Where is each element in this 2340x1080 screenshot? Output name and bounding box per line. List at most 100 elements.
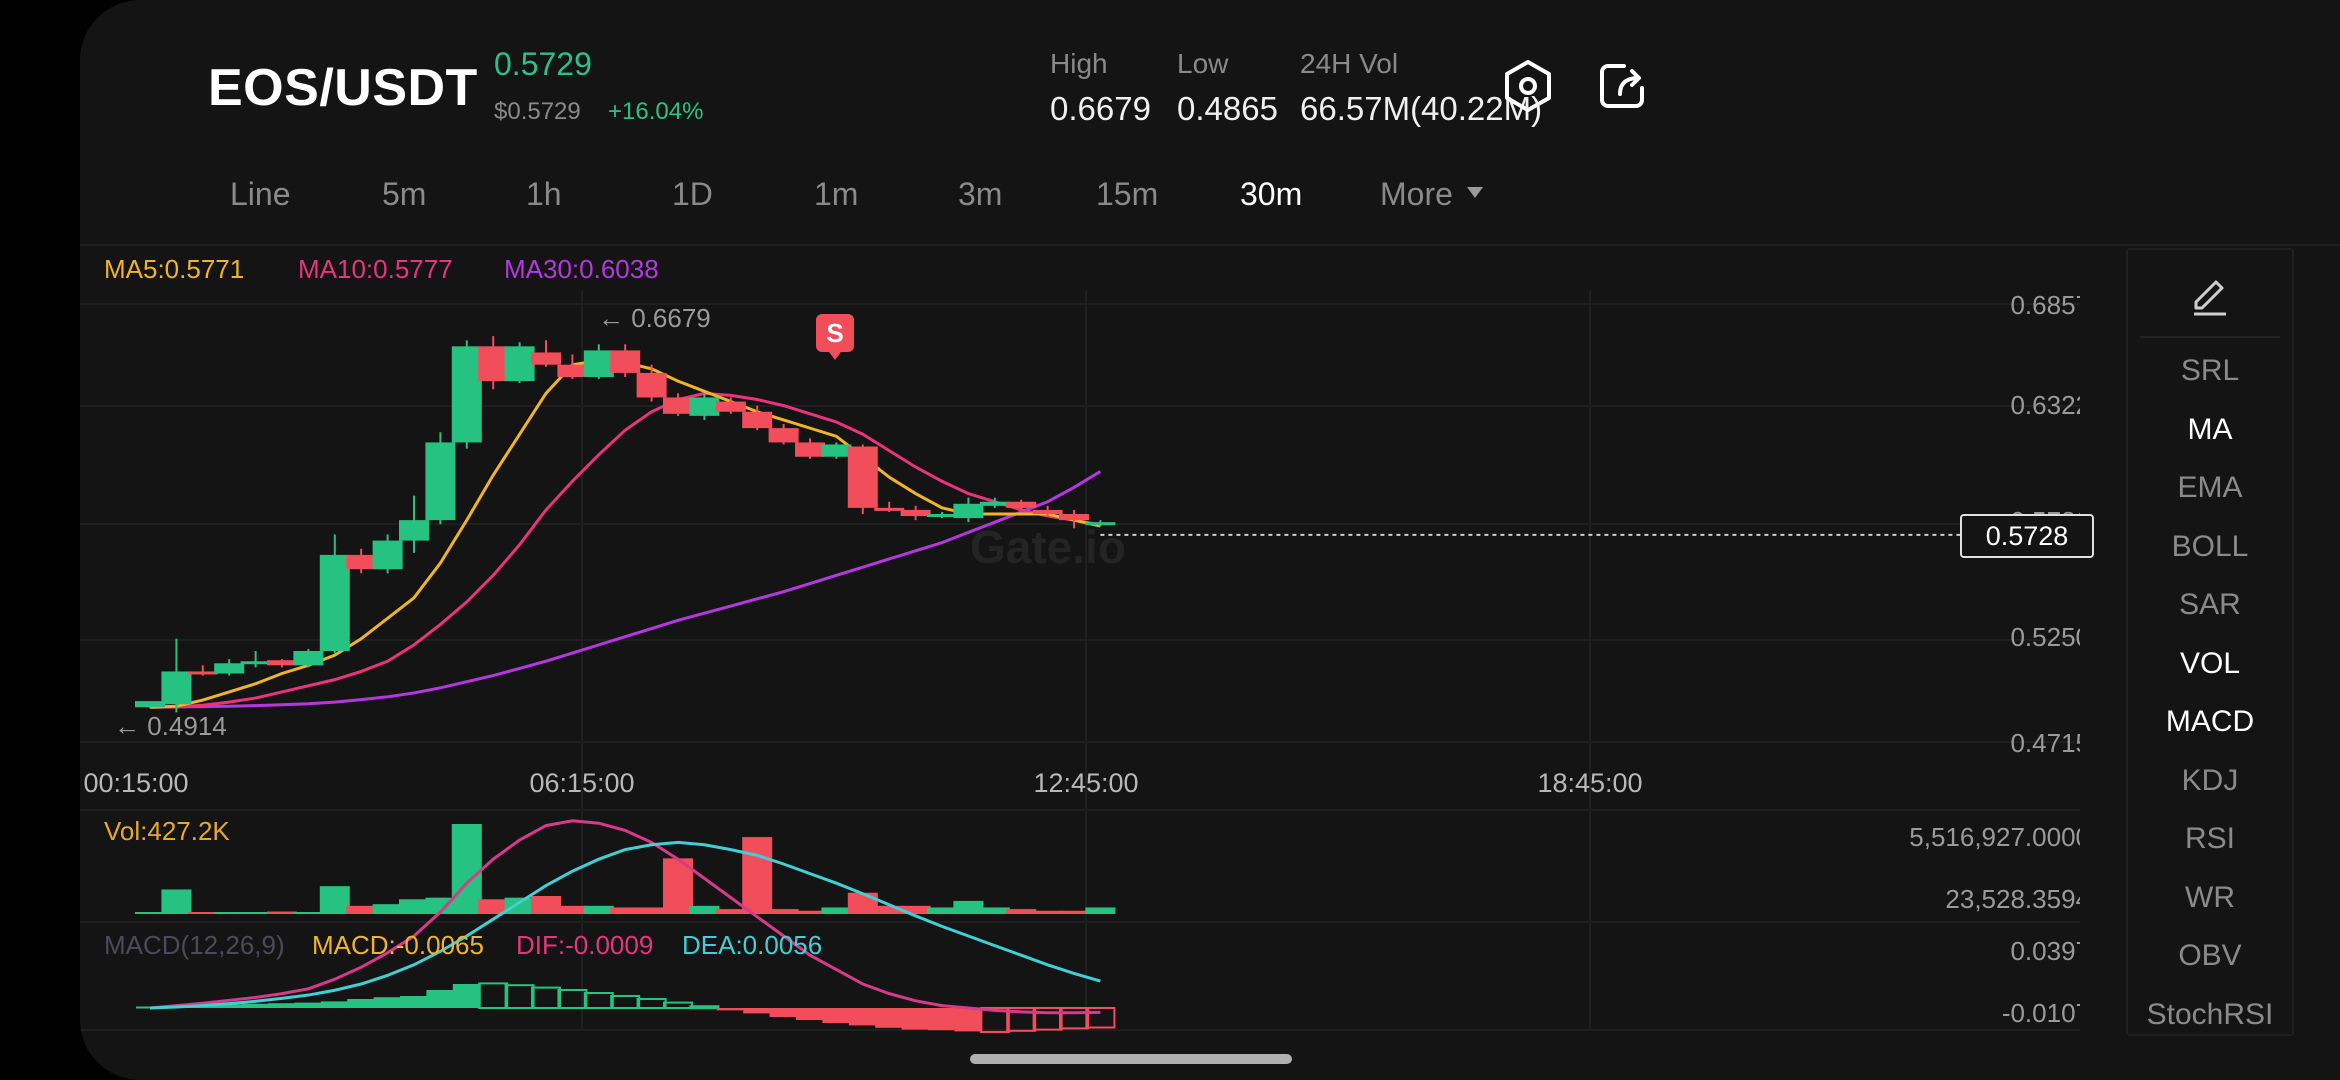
indicator-ema[interactable]: EMA — [2177, 471, 2243, 504]
tab-5m[interactable]: 5m — [382, 176, 427, 212]
ma5-legend: MA5:0.5771 — [104, 254, 245, 284]
macd-bar — [1032, 1007, 1063, 1031]
trading-pair-title[interactable]: EOS/USDT — [208, 59, 478, 117]
macd-bar — [769, 1008, 798, 1017]
candle-body — [319, 554, 350, 652]
indicator-ma[interactable]: MA — [2187, 413, 2233, 446]
candle-body — [583, 350, 614, 377]
y-tick-label: 0.4715 — [2010, 728, 2080, 758]
macd-bar — [583, 992, 614, 1009]
dea-line — [149, 840, 1101, 1010]
macd-bar — [663, 1001, 693, 1009]
high-marker: ← 0.6679 — [598, 303, 711, 333]
volume-bar — [399, 899, 429, 914]
low-stat-block: Low 0.4865 — [1177, 48, 1278, 128]
volume-bar — [1032, 910, 1063, 914]
volume-bar — [610, 907, 641, 914]
candle-body — [847, 446, 878, 508]
macd-bar — [294, 1002, 323, 1008]
candlesticks — [135, 336, 1116, 713]
y-tick-label: 0.6857 — [2010, 290, 2080, 320]
volume-bar — [953, 900, 984, 914]
indicator-kdj[interactable]: KDJ — [2181, 764, 2239, 797]
candle-body — [399, 520, 429, 541]
volume-bar — [161, 889, 192, 914]
indicator-wr[interactable]: WR — [2185, 881, 2235, 914]
volume-bar — [979, 907, 1010, 914]
macd-bar — [1059, 1007, 1089, 1030]
indicator-rsi[interactable]: RSI — [2184, 822, 2235, 855]
candle-body — [795, 442, 825, 457]
volume-bar — [267, 911, 297, 914]
candle-body — [874, 507, 905, 511]
candle-body — [689, 397, 720, 416]
candle-body — [1032, 509, 1063, 515]
macd-bar — [241, 1003, 270, 1008]
indicator-srl[interactable]: SRL — [2180, 354, 2240, 387]
candle-body — [267, 660, 297, 666]
indicator-stochrsi[interactable]: StochRSI — [2146, 998, 2274, 1031]
sell-signal-marker[interactable]: S — [816, 314, 854, 360]
indicator-macd[interactable]: MACD — [2165, 705, 2255, 738]
pencil-draw-icon[interactable] — [2188, 272, 2232, 316]
macd-bar — [901, 1008, 930, 1030]
macd-bar — [1085, 1007, 1116, 1029]
macd-value-label: MACD:-0.0065 — [312, 930, 484, 960]
macd-bar — [875, 1008, 904, 1028]
ma10-line — [149, 391, 1101, 709]
x-tick-label: 06:15:00 — [529, 768, 634, 798]
high-stat: High 0.6679 — [1050, 48, 1151, 128]
macd-bar — [478, 982, 509, 1010]
tab-1m[interactable]: 1m — [814, 176, 859, 212]
caret-down-icon — [1466, 187, 1483, 199]
volume-bar — [214, 912, 245, 914]
hexagon-settings-icon[interactable] — [1500, 58, 1556, 114]
tab-more[interactable]: More — [1380, 176, 1483, 213]
sell-signal-label: S — [826, 318, 843, 348]
candle-body — [979, 501, 1010, 506]
tab-1d[interactable]: 1D — [672, 176, 713, 212]
low-label: Low — [1177, 48, 1229, 79]
volume-bar — [795, 910, 825, 914]
candle-body — [557, 364, 588, 377]
last-price: 0.5729 — [494, 46, 592, 82]
candle-body — [927, 514, 957, 518]
gate-watermark: Gate.io — [970, 521, 1126, 573]
tab-15m[interactable]: 15m — [1096, 176, 1159, 212]
macd-params-label: MACD(12,26,9) — [104, 930, 285, 960]
macd-histogram — [136, 982, 1116, 1033]
tab-30m[interactable]: 30m — [1240, 176, 1303, 212]
macd-max-label: 0.0397 — [2010, 936, 2080, 966]
candle-body — [372, 540, 403, 570]
macd-bar — [426, 990, 455, 1008]
indicator-sar[interactable]: SAR — [2179, 588, 2241, 621]
tab-1h[interactable]: 1h — [526, 176, 562, 212]
macd-bar — [347, 999, 376, 1008]
volume-bar — [689, 905, 720, 914]
candle-body — [768, 428, 799, 443]
timeframe-tabs: Line 5m 1h 1D 1m 3m 15m 30m More — [80, 176, 2340, 222]
volume-bar — [874, 905, 905, 914]
candle-body — [821, 444, 852, 457]
candle-body — [1085, 522, 1116, 526]
last-price-usd: $0.5729 — [494, 98, 581, 125]
volume-bar — [583, 905, 614, 914]
macd-bar — [1006, 1007, 1037, 1032]
share-icon[interactable] — [1594, 58, 1650, 114]
current-price-label: 0.5728 — [1960, 514, 2094, 558]
home-indicator[interactable] — [970, 1054, 1292, 1064]
candle-body — [531, 352, 561, 365]
indicator-vol[interactable]: VOL — [2179, 647, 2241, 680]
indicator-boll[interactable]: BOLL — [2171, 530, 2249, 563]
volume-bar — [927, 907, 957, 914]
volume-bar — [715, 909, 746, 914]
volume-bar — [557, 905, 588, 914]
indicator-obv[interactable]: OBV — [2178, 939, 2242, 972]
tab-line[interactable]: Line — [230, 176, 291, 212]
candle-body — [953, 503, 984, 519]
macd-bar — [848, 1008, 877, 1026]
tab-3m[interactable]: 3m — [958, 176, 1003, 212]
indicator-panel: SRL MA EMA BOLL SAR VOL MACD KDJ RSI WR … — [2126, 248, 2294, 1036]
